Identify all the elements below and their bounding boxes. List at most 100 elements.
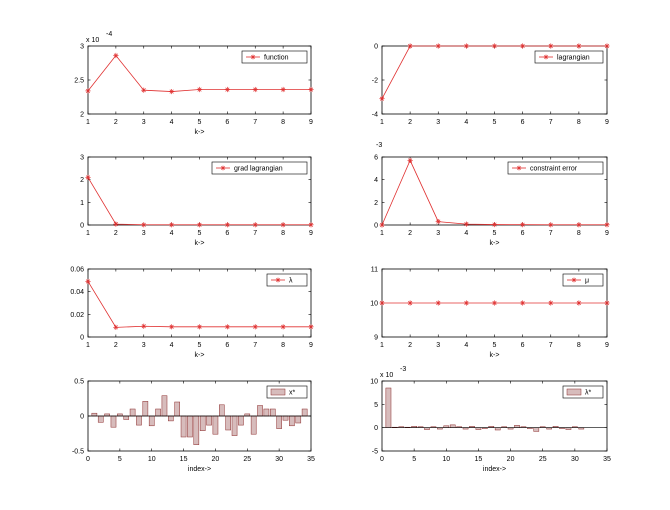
x-tick-label: 0 [380, 456, 384, 463]
data-point [435, 300, 441, 306]
x-tick-label: 7 [549, 342, 553, 349]
y-tick-label: 0.5 [74, 379, 84, 386]
x-axis-label: k-> [195, 129, 205, 136]
x-tick-label: 3 [436, 230, 440, 237]
data-point [169, 222, 175, 228]
data-point [196, 86, 203, 93]
data-point [252, 86, 258, 93]
x-tick-label: 6 [521, 119, 525, 126]
subplot-1: 1 2 3 4 5 6 7 8 922.53x 10-4k->function [74, 31, 314, 136]
data-point [548, 300, 554, 306]
bar [142, 401, 149, 417]
x-tick-label: 7 [549, 230, 553, 237]
x-tick-label: 9 [309, 230, 313, 237]
x-tick-label: 10 [442, 456, 450, 463]
bar [123, 415, 130, 420]
bar [289, 415, 295, 427]
x-tick-label: 7 [253, 230, 257, 237]
x-tick-label: 9 [605, 119, 609, 126]
data-point [280, 324, 286, 330]
legend: grad lagrangian [211, 161, 308, 175]
bar [110, 415, 117, 428]
x-tick-label: 3 [436, 342, 440, 349]
x-tick-label: 9 [605, 230, 609, 237]
bar [276, 415, 282, 429]
data-point [85, 278, 91, 285]
x-tick-label: 1 [380, 342, 384, 349]
x-axis-label: k-> [490, 240, 500, 247]
data-point [491, 43, 498, 49]
data-point [576, 43, 582, 49]
x-tick-label: 5 [118, 456, 122, 463]
y-tick-label: 0 [374, 44, 378, 51]
x-tick-label: 6 [521, 342, 525, 349]
data-point [435, 219, 441, 225]
data-point [141, 222, 147, 228]
data-point [548, 222, 554, 228]
data-point [407, 300, 413, 306]
x-tick-label: 4 [170, 230, 174, 237]
data-point [113, 52, 119, 59]
x-tick-label: 10 [148, 456, 156, 463]
legend-box [507, 161, 604, 175]
data-point [252, 222, 258, 228]
x-tick-label: 8 [577, 230, 581, 237]
subplot-2: 1 2 3 4 5 6 7 8 9 -4 -2 0 lagrangian [372, 43, 610, 126]
legend-label: x* [289, 390, 296, 397]
bar [449, 424, 456, 428]
x-tick-label: 2 [408, 342, 412, 349]
bar [385, 387, 392, 428]
data-point [379, 96, 385, 102]
x-tick-label: 1 [86, 230, 90, 237]
x-tick-label: 8 [281, 119, 285, 126]
x-tick-label: 3 [142, 230, 146, 237]
data-point [196, 324, 203, 330]
legend-box [211, 161, 308, 175]
x-tick-label: 20 [212, 456, 220, 463]
x-tick-label: 1 [86, 119, 90, 126]
legend: μ [562, 273, 604, 287]
data-point [280, 222, 286, 228]
bar [295, 415, 302, 424]
x-tick-label: 4 [464, 342, 468, 349]
x-tick-label: 5 [493, 119, 497, 126]
data-point [169, 324, 175, 330]
bar [136, 415, 142, 426]
y-tick-label: -0.5 [72, 449, 84, 456]
data-point [604, 43, 610, 49]
x-axis-label: index-> [188, 466, 211, 473]
legend-label: λ* [585, 390, 592, 397]
x-axis-label: k-> [490, 352, 500, 359]
data-point [308, 324, 314, 330]
data-point [85, 88, 91, 94]
y-tick-label: -4 [372, 112, 378, 119]
x-tick-label: 3 [436, 119, 440, 126]
exponent-label: x 10 [86, 37, 99, 44]
data-point [604, 300, 610, 306]
legend-box [241, 50, 308, 64]
data-point [252, 324, 258, 330]
x-tick-label: 5 [198, 230, 202, 237]
legend-label: grad lagrangian [234, 166, 283, 173]
x-tick-label: 5 [493, 230, 497, 237]
x-tick-label: 25 [539, 456, 547, 463]
bar [250, 415, 257, 435]
subplot-5: 1 2 3 4 5 6 7 8 9 0 0.02 0.04 0.06 k-> λ [70, 267, 314, 359]
data-point [604, 222, 610, 228]
legend: constraint error [507, 161, 604, 175]
x-tick-label: 15 [180, 456, 188, 463]
bar [129, 408, 136, 417]
subplot-4: 1 2 3 4 5 6 7 8 9 0 2 4 6 -3 k-> constraint error [374, 142, 610, 247]
data-point [491, 300, 498, 306]
legend-box [266, 273, 308, 287]
data-point [85, 174, 91, 180]
x-tick-label: 1 [380, 119, 384, 126]
data-point [463, 221, 469, 227]
x-tick-label: 4 [464, 119, 468, 126]
y-tick-label: 2.5 [74, 78, 84, 85]
legend-swatch [566, 388, 582, 396]
x-tick-label: 2 [408, 119, 412, 126]
x-tick-label: 8 [577, 342, 581, 349]
bar [91, 412, 98, 417]
